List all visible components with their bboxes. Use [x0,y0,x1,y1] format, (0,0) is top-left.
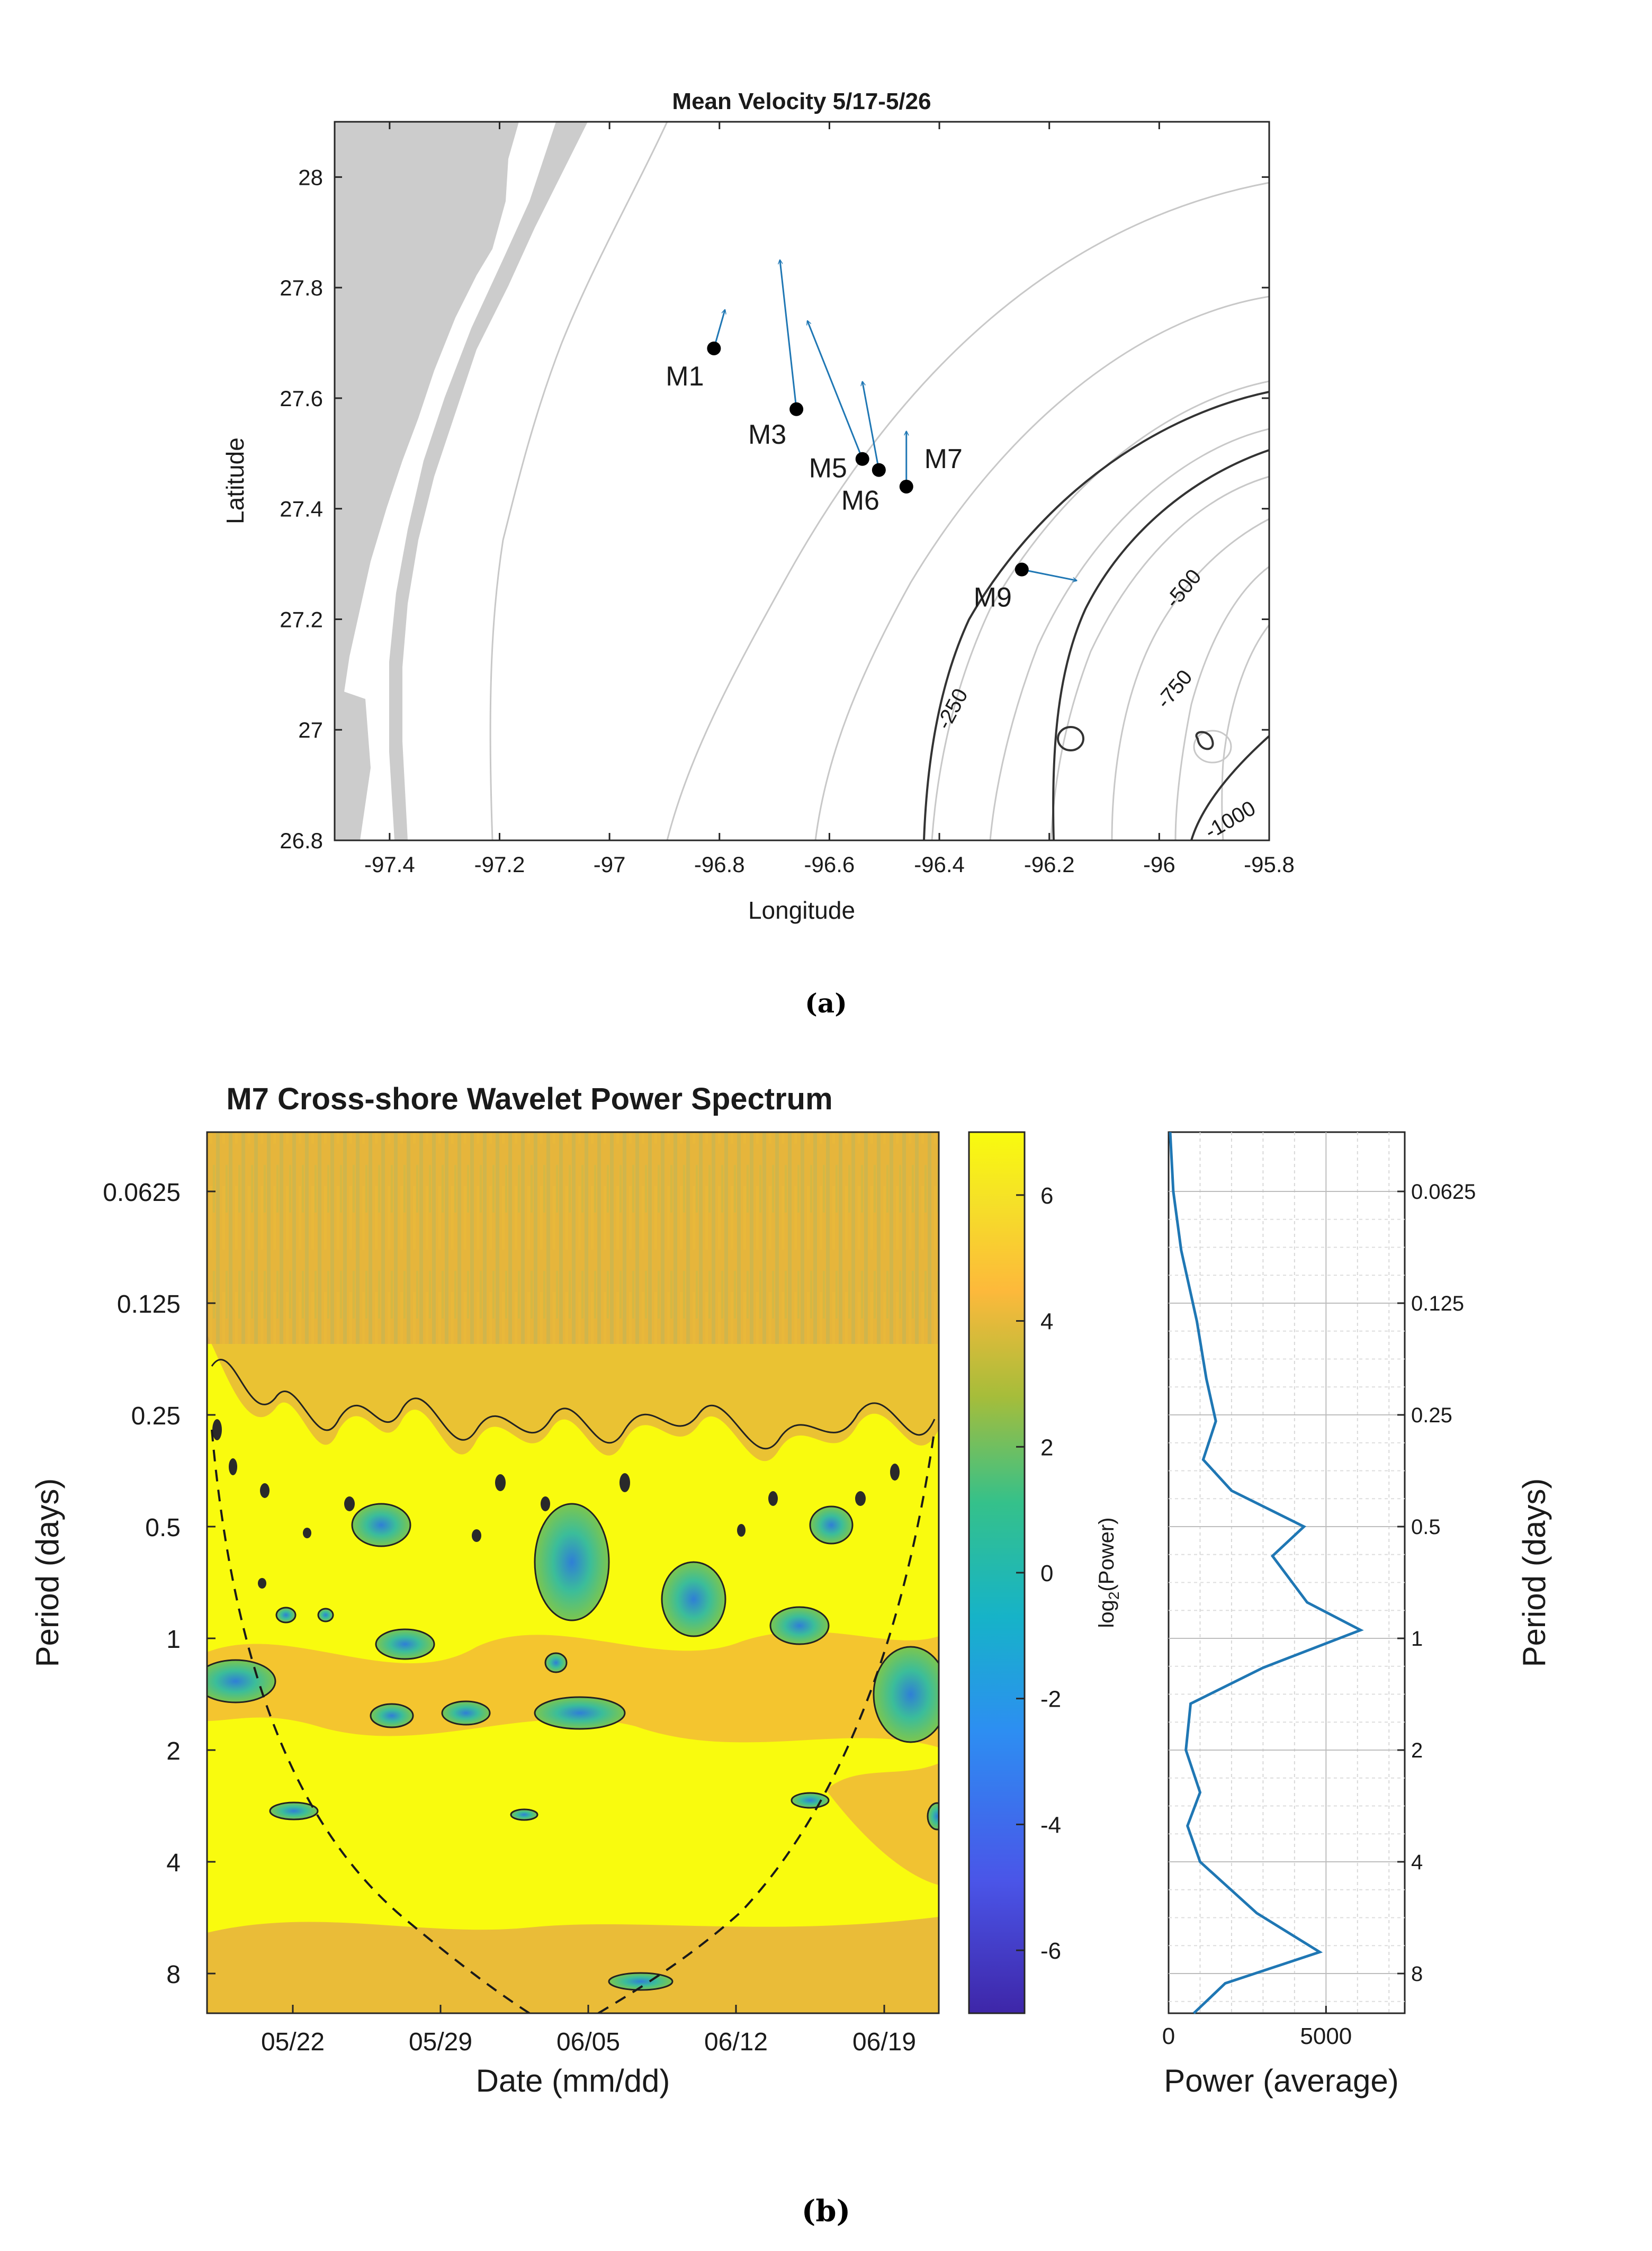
mooring-dot-m6 [872,463,886,477]
side-period-tick-label: 0.125 [1411,1292,1464,1315]
y-tick-label: 27.4 [280,497,323,522]
panel-a-y-label: Latitude [221,437,249,524]
velocity-arrow-m3 [780,260,797,409]
date-tick-label: 06/19 [852,2028,916,2056]
y-tick-label: 27.2 [280,607,323,632]
date-tick-label: 05/22 [261,2028,325,2056]
panel-a-title: Mean Velocity 5/17-5/26 [672,88,931,114]
side-panel-y-label: Period (days) [1516,1478,1552,1667]
panel-a-y-ticks: 26.8 27 27.2 27.4 27.6 27.8 28 [280,165,1269,853]
power-tick-label: 5000 [1300,2023,1352,2049]
colorbar-tick-label: 0 [1040,1561,1053,1586]
x-tick-label: -97.2 [474,852,525,877]
cone-of-influence [211,1429,936,2013]
colorbar-label: log2(Power) [1095,1518,1122,1628]
colorbar-tick-label: 2 [1040,1434,1053,1460]
colorbar [968,1131,1026,2014]
date-tick-label: 06/12 [704,2028,768,2056]
caption-b: (b) [802,2194,850,2229]
mooring-dot-m1 [707,341,721,355]
side-period-tick-label: 0.0625 [1411,1180,1476,1204]
panel-b-axes-box [206,1131,940,2014]
side-panel-y-ticks: 0.0625 0.125 0.25 0.5 1 2 4 8 [1397,1180,1476,1986]
x-tick-label: -96.6 [804,852,855,877]
mooring-dot-m7 [899,479,913,494]
mooring-dot-m9 [1014,562,1029,577]
mooring-label-m7: M7 [924,444,963,474]
date-tick-label: 05/29 [409,2028,472,2056]
velocity-arrow-m5 [807,321,864,460]
velocity-arrow-m6 [863,382,880,470]
side-power-panel [1168,1131,1406,2014]
side-period-tick-label: 4 [1411,1851,1423,1874]
significance-islands [207,1503,939,1991]
side-panel-x-label: Power (average) [1164,2063,1399,2098]
colorbar-tick-label: -6 [1040,1938,1061,1964]
panel-b-x-ticks: 05/22 05/29 06/05 06/12 06/19 [261,2005,916,2056]
velocity-arrow-m9 [1021,569,1077,581]
x-tick-label: -96 [1143,852,1175,877]
panel-b-y-label: Period (days) [30,1478,65,1667]
average-power-line [1169,1132,1364,2014]
y-tick-label: 26.8 [280,828,323,853]
period-tick-label: 0.125 [117,1290,181,1319]
small-contour-dots [212,1419,900,1589]
period-tick-label: 0.5 [145,1514,181,1542]
mooring-label-m9: M9 [974,582,1012,613]
side-panel-x-ticks: 0 5000 [1162,2006,1352,2049]
map-background: -250 -500 -750 -1000 [335,122,1269,840]
x-tick-label: -97 [594,852,626,877]
velocity-arrows [713,260,1077,581]
colorbar-tick-label: 6 [1040,1183,1053,1209]
period-tick-label: 0.0625 [103,1179,181,1207]
colorbar-tick-label: -4 [1040,1812,1061,1838]
side-period-tick-label: 1 [1411,1627,1423,1651]
panel-a-x-label: Longitude [748,896,855,924]
colorbar-ticks: 6 4 2 0 -2 -4 -6 [1016,1183,1061,1964]
mooring-label-m3: M3 [748,419,786,450]
mooring-label-m5: M5 [809,453,847,484]
y-tick-label: 27.8 [280,275,323,300]
mooring-dot-m3 [789,402,804,416]
period-tick-label: 1 [166,1626,181,1654]
x-tick-label: -96.2 [1024,852,1075,877]
x-tick-label: -96.8 [694,852,745,877]
bathymetry-contours [489,122,1269,840]
panel-a-x-ticks: -97.4 -97.2 -97 -96.8 -96.6 -96.4 -96.2 -96 -95.… [364,122,1295,877]
y-tick-label: 27.6 [280,386,323,411]
side-period-tick-label: 0.5 [1411,1515,1441,1539]
caption-a: (a) [805,988,847,1019]
period-tick-label: 4 [166,1849,181,1877]
y-tick-label: 28 [298,165,323,190]
barrier-island [389,122,588,840]
panel-b-wavelet: M7 Cross-shore Wavelet Power Spectrum [30,1082,1552,2098]
y-tick-label: 27 [298,718,323,742]
colorbar-tick-label: -2 [1040,1687,1061,1712]
mooring-dot-m5 [855,452,869,466]
power-tick-label: 0 [1162,2023,1175,2049]
side-period-tick-label: 2 [1411,1739,1423,1762]
mooring-label-m1: M1 [666,361,704,392]
x-tick-label: -97.4 [364,852,415,877]
panel-b-x-label: Date (mm/dd) [476,2063,670,2098]
labelled-contours [923,391,1269,840]
x-tick-label: -96.4 [914,852,965,877]
land-area [335,122,519,741]
mooring-label-m6: M6 [841,486,879,516]
x-tick-label: -95.8 [1244,852,1295,877]
date-tick-label: 06/05 [556,2028,620,2056]
panel-b-title: M7 Cross-shore Wavelet Power Spectrum [226,1082,832,1116]
panel-b-y-ticks: 0.0625 0.125 0.25 0.5 1 2 4 8 [103,1179,216,1989]
side-period-tick-label: 0.25 [1411,1404,1452,1427]
wavelet-power-field [207,1132,939,2013]
side-period-tick-label: 8 [1411,1962,1423,1986]
colorbar-tick-label: 4 [1040,1309,1053,1335]
period-tick-label: 0.25 [131,1402,181,1430]
period-tick-label: 2 [166,1737,181,1765]
panel-a-axes-box [334,121,1270,841]
period-tick-label: 8 [166,1961,181,1989]
panel-a-map: Mean Velocity 5/17-5/26 [221,88,1295,924]
